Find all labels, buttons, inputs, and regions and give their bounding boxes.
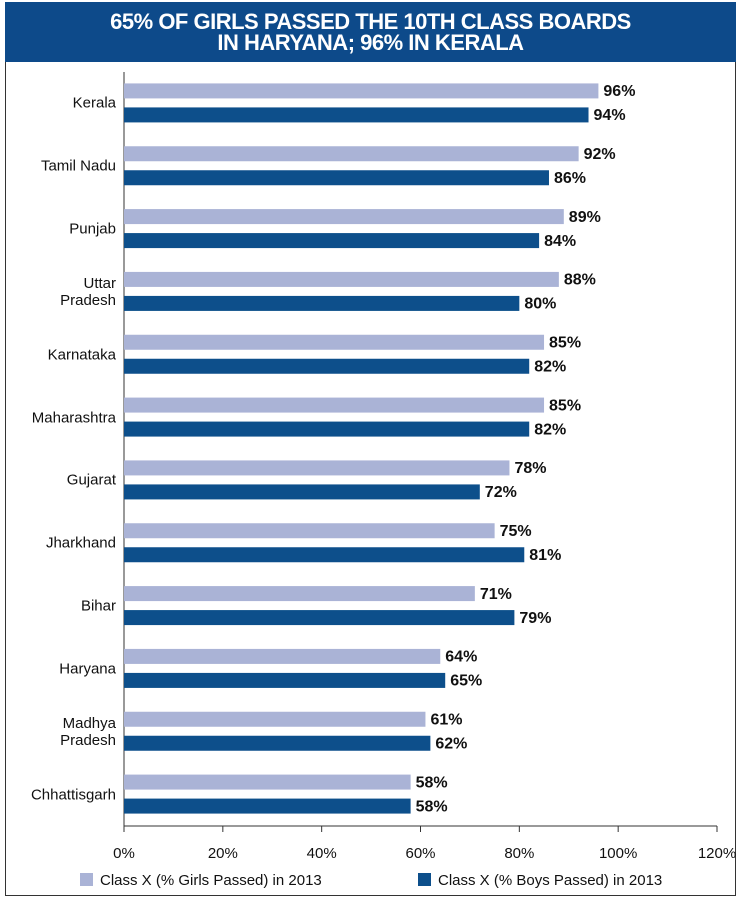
y-tick-label: Tamil Nadu bbox=[40, 157, 116, 175]
data-label: 85% bbox=[549, 334, 581, 351]
y-tick-label: Gujarat bbox=[66, 471, 116, 489]
bar bbox=[124, 170, 549, 186]
y-tick-label: Chhattisgarh bbox=[30, 786, 116, 804]
data-label: 72% bbox=[485, 484, 517, 501]
y-tick-label: Punjab bbox=[69, 220, 116, 238]
data-label: 75% bbox=[500, 523, 532, 540]
x-tick-label: 80% bbox=[504, 845, 534, 862]
data-label: 71% bbox=[480, 586, 512, 603]
data-label: 92% bbox=[584, 146, 616, 163]
legend-label: Class X (% Girls Passed) in 2013 bbox=[100, 872, 322, 889]
data-label: 84% bbox=[544, 233, 576, 250]
y-tick-label: Kerala bbox=[72, 94, 116, 112]
bar bbox=[124, 358, 530, 374]
data-label: 81% bbox=[529, 547, 561, 564]
y-tick-label: Haryana bbox=[59, 660, 116, 678]
bar bbox=[124, 334, 545, 350]
bar bbox=[124, 586, 475, 602]
bar bbox=[124, 711, 426, 727]
legend-swatch bbox=[80, 873, 93, 886]
bar bbox=[124, 610, 515, 626]
data-label: 89% bbox=[569, 209, 601, 226]
legend-label: Class X (% Boys Passed) in 2013 bbox=[438, 872, 662, 889]
bar bbox=[124, 672, 446, 688]
y-tick-label: Madhya Pradesh bbox=[60, 714, 116, 749]
data-label: 64% bbox=[445, 649, 477, 666]
data-label: 62% bbox=[435, 735, 467, 752]
bar bbox=[124, 83, 599, 99]
bar bbox=[124, 735, 431, 751]
bar bbox=[124, 146, 579, 162]
data-label: 79% bbox=[519, 610, 551, 627]
chart-title: 65% OF GIRLS PASSED THE 10TH CLASS BOARD… bbox=[5, 2, 736, 62]
data-label: 85% bbox=[549, 397, 581, 414]
bar bbox=[124, 233, 540, 249]
bar bbox=[124, 271, 559, 287]
data-label: 82% bbox=[534, 421, 566, 438]
data-label: 96% bbox=[603, 83, 635, 100]
bar bbox=[124, 397, 545, 413]
bar bbox=[124, 107, 589, 123]
data-label: 65% bbox=[450, 673, 482, 690]
y-tick-label: Karnataka bbox=[47, 346, 116, 364]
data-label: 58% bbox=[416, 774, 448, 791]
data-label: 86% bbox=[554, 170, 586, 187]
bar bbox=[124, 547, 525, 563]
data-label: 78% bbox=[514, 460, 546, 477]
bar bbox=[124, 295, 520, 311]
legend-swatch bbox=[418, 873, 431, 886]
x-tick-label: 60% bbox=[405, 845, 435, 862]
x-tick-label: 120% bbox=[698, 845, 736, 862]
bar bbox=[124, 421, 530, 437]
data-label: 88% bbox=[564, 272, 596, 289]
bar bbox=[124, 523, 495, 539]
data-label: 58% bbox=[416, 798, 448, 815]
data-label: 82% bbox=[534, 358, 566, 375]
x-tick-label: 20% bbox=[208, 845, 238, 862]
data-label: 80% bbox=[524, 296, 556, 313]
y-tick-label: Bihar bbox=[80, 597, 116, 615]
bar bbox=[124, 460, 510, 476]
x-tick-label: 40% bbox=[307, 845, 337, 862]
x-tick-label: 100% bbox=[599, 845, 637, 862]
y-tick-label: Maharashtra bbox=[31, 409, 116, 427]
bar bbox=[124, 209, 564, 225]
bar bbox=[124, 774, 411, 790]
x-tick-label: 0% bbox=[113, 845, 135, 862]
y-tick-label: Jharkhand bbox=[45, 534, 116, 552]
bar bbox=[124, 798, 411, 814]
data-label: 61% bbox=[430, 711, 462, 728]
y-tick-label: Uttar Pradesh bbox=[60, 274, 116, 309]
bar bbox=[124, 484, 480, 500]
data-label: 94% bbox=[594, 107, 626, 124]
bar bbox=[124, 648, 441, 664]
